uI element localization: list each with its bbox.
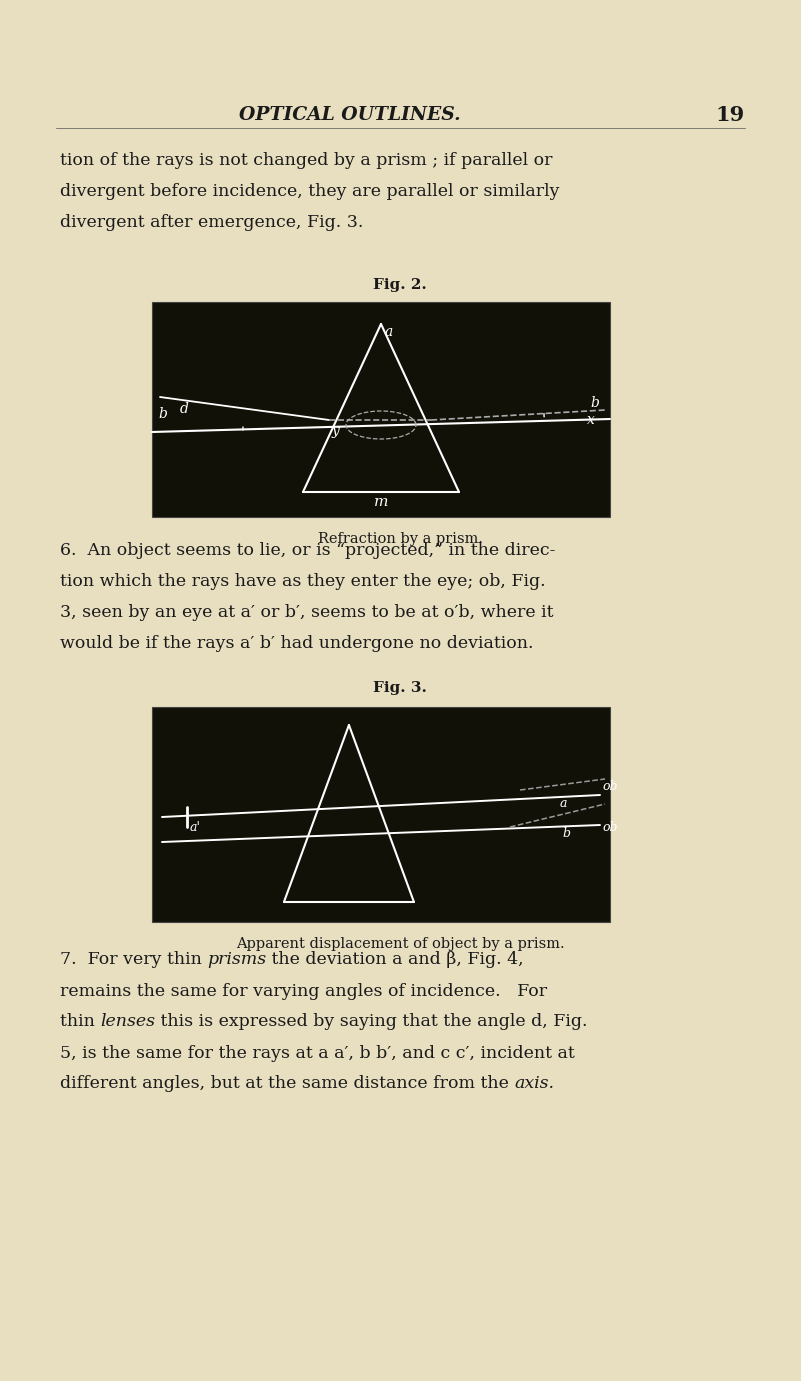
Bar: [152, 707, 610, 923]
Text: the deviation a and β, Fig. 4,: the deviation a and β, Fig. 4,: [267, 952, 524, 968]
Text: b: b: [562, 827, 570, 840]
Text: tion of the rays is not changed by a prism ; if parallel or: tion of the rays is not changed by a pri…: [60, 152, 553, 168]
Text: different angles, but at the same distance from the: different angles, but at the same distan…: [60, 1076, 514, 1092]
Text: a: a: [385, 325, 393, 338]
Text: Apparent displacement of object by a prism.: Apparent displacement of object by a pri…: [235, 936, 565, 952]
Text: 5, is the same for the rays at a a′, b b′, and c c′, incident at: 5, is the same for the rays at a a′, b b…: [60, 1044, 575, 1062]
Text: OPTICAL OUTLINES.: OPTICAL OUTLINES.: [239, 106, 461, 124]
Text: d: d: [180, 402, 189, 416]
Text: x: x: [587, 413, 595, 427]
Text: would be if the rays a′ b′ had undergone no deviation.: would be if the rays a′ b′ had undergone…: [60, 634, 533, 652]
Text: tion which the rays have as they enter the eye; ob, Fig.: tion which the rays have as they enter t…: [60, 573, 545, 590]
Text: y: y: [332, 424, 340, 438]
Text: 7.  For very thin: 7. For very thin: [60, 952, 207, 968]
Text: 6.  An object seems to lie, or is “projected,” in the direc-: 6. An object seems to lie, or is “projec…: [60, 541, 556, 558]
Text: ob: ob: [602, 820, 618, 834]
Bar: [152, 302, 610, 516]
Text: Refraction by a prism.: Refraction by a prism.: [317, 532, 482, 545]
Text: divergent after emergence, Fig. 3.: divergent after emergence, Fig. 3.: [60, 214, 364, 231]
Text: remains the same for varying angles of incidence.   For: remains the same for varying angles of i…: [60, 982, 547, 1000]
Text: divergent before incidence, they are parallel or similarly: divergent before incidence, they are par…: [60, 182, 560, 199]
Text: 19: 19: [715, 105, 745, 126]
Text: ob: ob: [602, 780, 618, 793]
Text: Fig. 3.: Fig. 3.: [373, 681, 427, 695]
Text: this is expressed by saying that the angle d, Fig.: this is expressed by saying that the ang…: [155, 1014, 588, 1030]
Text: prisms: prisms: [207, 952, 267, 968]
Text: Fig. 2.: Fig. 2.: [373, 278, 427, 291]
Text: b: b: [158, 407, 167, 421]
Text: 3, seen by an eye at a′ or b′, seems to be at o′b, where it: 3, seen by an eye at a′ or b′, seems to …: [60, 603, 553, 620]
Text: axis.: axis.: [514, 1076, 554, 1092]
Text: a': a': [190, 820, 201, 834]
Text: thin: thin: [60, 1014, 100, 1030]
Text: a: a: [560, 797, 567, 811]
Text: b: b: [590, 396, 599, 410]
Text: lenses: lenses: [100, 1014, 155, 1030]
Text: m: m: [374, 494, 388, 510]
